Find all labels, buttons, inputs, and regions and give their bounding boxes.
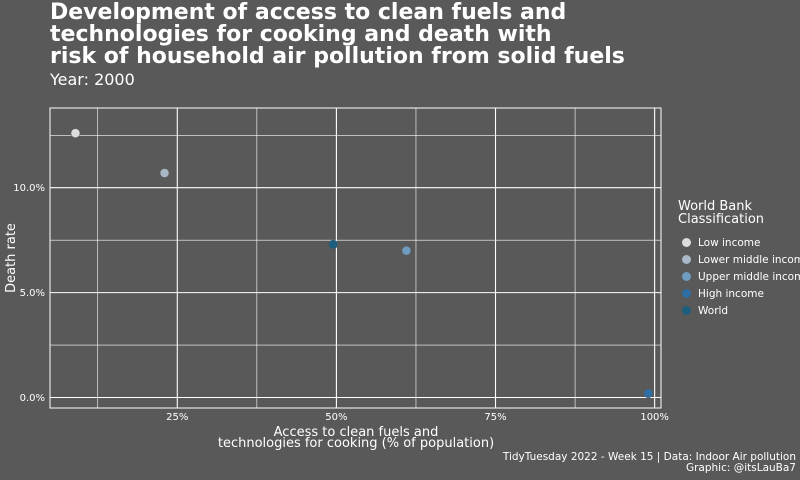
legend-item: World [678,302,800,319]
x-axis: 25% 50% 75% 100% [166,412,669,423]
x-tick-label: 100% [640,412,669,423]
x-axis-label-line: Access to clean fuels and [274,425,439,440]
legend-label: Lower middle income [698,253,800,266]
minor-gridlines [50,108,661,408]
legend-label: High income [698,287,764,300]
legend-key [682,238,691,247]
legend-key [682,306,691,315]
legend-key [682,255,691,264]
chart-title-line: risk of household air pollution from sol… [50,44,625,69]
chart-subtitle: Year: 2000 [50,70,135,89]
x-tick-label: 25% [166,412,188,423]
data-point [643,388,654,399]
caption-line: TidyTuesday 2022 - Week 15 | Data: Indoo… [502,451,796,463]
y-tick-label: 5.0% [20,288,45,299]
legend-key [682,289,691,298]
legend-label: World [698,304,729,317]
y-tick-label: 0.0% [20,393,45,404]
legend-item: High income [678,285,800,302]
legend-item: Upper middle income [678,268,800,285]
legend-label: Upper middle income [698,270,800,283]
major-gridlines [49,107,662,409]
legend-item: Low income [678,234,800,251]
chart-title-line: Development of access to clean fuels and [50,0,567,25]
plot-border [49,107,662,409]
legend-title-line: Classification [678,212,765,227]
legend-items: Low income Lower middle income Upper middl… [678,234,800,319]
data-point [328,239,338,250]
legend-label: Low income [698,236,761,249]
legend: World Bank Classification Low income Lowe… [678,200,800,319]
data-point [401,245,412,256]
data-points [70,128,654,399]
chart-title-line: technologies for cooking and death with [50,22,552,47]
plot-panel [50,108,661,408]
caption: TidyTuesday 2022 - Week 15 | Data: Indoo… [503,452,796,474]
x-axis-label-line: technologies for cooking (% of populatio… [218,436,494,451]
legend-item: Lower middle income [678,251,800,268]
legend-title: World Bank Classification [678,200,800,226]
legend-title-line: World Bank [678,200,753,214]
legend-key [682,272,691,281]
x-tick-label: 75% [484,412,506,423]
data-point [70,128,81,138]
x-tick-label: 50% [325,412,347,423]
y-axis: 0.0% 5.0% 10.0% [13,183,45,404]
caption-line: Graphic: @itsLauBa7 [685,462,796,474]
y-axis-label: Death rate [4,223,19,293]
data-point [159,168,170,178]
chart-title: Development of access to clean fuels and… [50,2,710,68]
y-tick-label: 10.0% [13,183,45,194]
